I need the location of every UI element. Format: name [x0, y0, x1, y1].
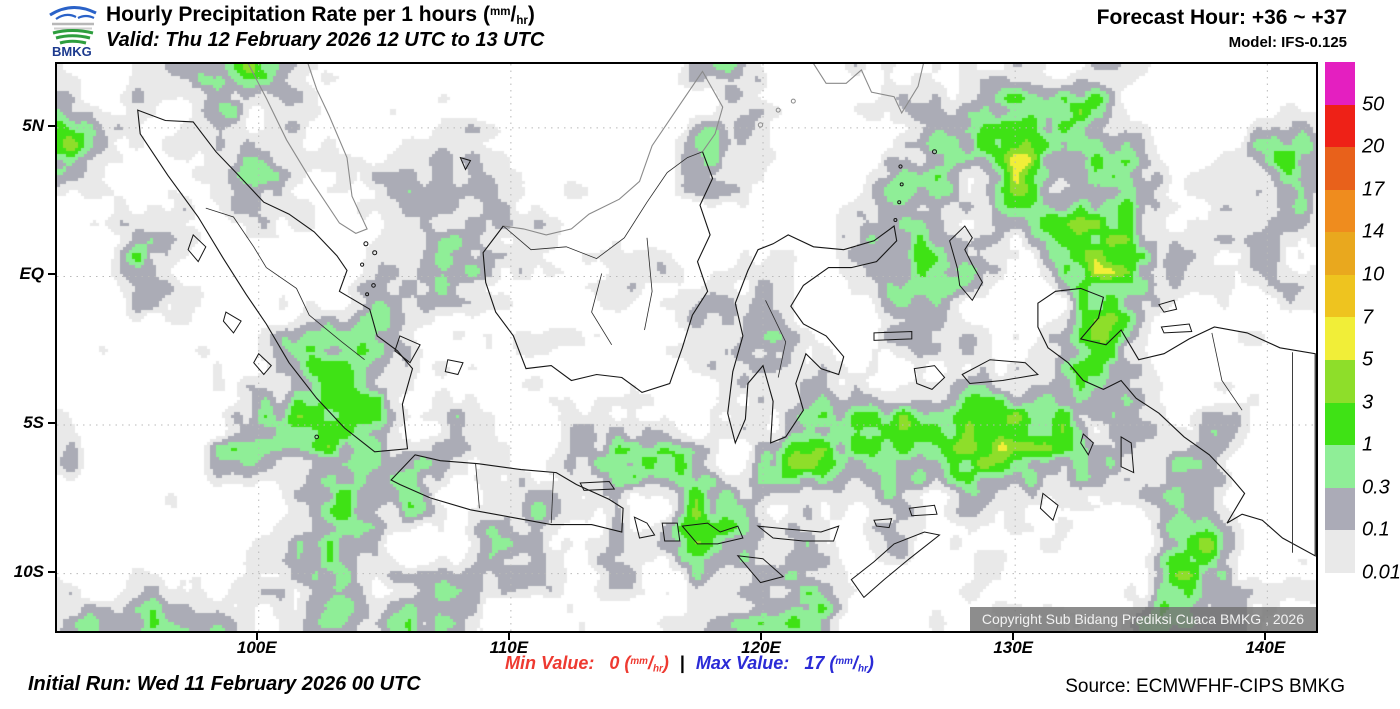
copyright-watermark: Copyright Sub Bidang Prediksi Cuaca BMKG… [969, 607, 1316, 631]
x-axis-tick [255, 633, 258, 640]
initial-run-label: Initial Run: Wed 11 February 2026 00 UTC [28, 673, 421, 695]
x-axis-tick [1264, 633, 1267, 640]
title-unit: (mm/hr) [482, 3, 535, 27]
legend-value-label: 0.3 [1362, 476, 1390, 499]
max-value-label: Max Value: 17 (mm/hr) [695, 653, 874, 675]
y-axis-label: 10S [13, 561, 44, 581]
legend-color-cell [1325, 360, 1355, 403]
bmkg-logo: BMKG [49, 6, 97, 58]
map-frame: Copyright Sub Bidang Prediksi Cuaca BMKG… [55, 62, 1318, 633]
legend-color-cell [1325, 487, 1355, 531]
legend-color-cell [1325, 62, 1355, 105]
legend-value-label: 7 [1362, 306, 1374, 328]
legend-value-label: 3 [1362, 391, 1374, 414]
legend-color-cell [1325, 317, 1355, 361]
model-label: Model: IFS-0.125 [1228, 34, 1347, 51]
x-axis-tick [760, 633, 763, 640]
min-value-label: Min Value: 0 (mm/hr) [505, 653, 669, 675]
page-title: Hourly Precipitation Rate per 1 hours (m… [106, 3, 535, 27]
legend-color-cell [1325, 104, 1355, 148]
legend-value-label: 20 [1362, 135, 1385, 158]
y-axis-label: 5N [22, 115, 44, 135]
legend-value-label: 5 [1362, 348, 1374, 371]
legend-colorbar [1325, 62, 1355, 573]
forecast-hour-label: Forecast Hour: +36 ~ +37 [1096, 6, 1347, 29]
legend-value-label: 0.1 [1362, 518, 1390, 541]
x-axis-label: 120E [741, 638, 781, 657]
legend-color-cell [1325, 147, 1355, 190]
legend-color-cell [1325, 402, 1355, 446]
source-label: Source: ECMWFHF-CIPS BMKG [1065, 676, 1345, 697]
y-axis-tick [48, 570, 55, 573]
y-axis-tick [48, 422, 55, 425]
bmkg-logo-text: BMKG [52, 44, 92, 58]
legend-color-cell [1325, 274, 1355, 318]
legend-color-cell [1325, 232, 1355, 275]
legend-color-cell [1325, 189, 1355, 233]
minmax-separator: | [679, 653, 685, 673]
minmax-line: Min Value: 0 (mm/hr) | Max Value: 17 (mm… [505, 653, 874, 674]
legend-color-cell [1325, 445, 1355, 488]
legend-value-label: 0.01 [1362, 561, 1400, 584]
valid-time-label: Valid: Thu 12 February 2026 12 UTC to 13… [106, 29, 545, 51]
y-axis-label: 5S [23, 413, 44, 433]
legend-color-cell [1325, 530, 1355, 573]
y-axis-tick [48, 273, 55, 276]
x-axis-label: 140E [1245, 638, 1286, 657]
legend-value-label: 10 [1362, 263, 1385, 286]
legend-value-label: 50 [1362, 93, 1385, 116]
x-axis-tick [1012, 633, 1015, 640]
y-axis-label: EQ [19, 264, 44, 284]
x-axis-tick [507, 633, 510, 640]
coastlines-overlay [57, 64, 1316, 631]
x-axis-label: 130E [993, 638, 1034, 657]
y-axis-tick [48, 124, 55, 127]
x-axis-label: 100E [236, 638, 277, 657]
legend-value-label: 14 [1362, 220, 1385, 243]
x-axis-label: 110E [489, 638, 529, 657]
legend-value-label: 17 [1362, 178, 1385, 201]
legend-value-label: 1 [1362, 433, 1374, 456]
